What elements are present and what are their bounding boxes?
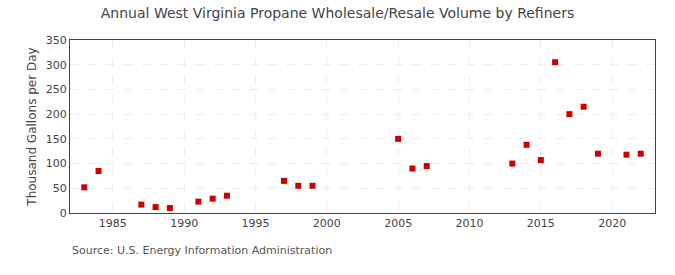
svg-text:2005: 2005 [384,217,412,230]
svg-text:2015: 2015 [527,217,555,230]
svg-text:2020: 2020 [598,217,626,230]
svg-text:350: 350 [46,34,67,47]
svg-text:Thousand Gallons per Day: Thousand Gallons per Day [25,47,39,206]
svg-text:200: 200 [46,108,67,121]
svg-text:150: 150 [46,133,67,146]
svg-text:2010: 2010 [456,217,484,230]
svg-text:100: 100 [46,157,67,170]
svg-text:Source: U.S. Energy Informatio: Source: U.S. Energy Information Administ… [72,244,332,257]
svg-text:2000: 2000 [313,217,341,230]
svg-text:1985: 1985 [99,217,127,230]
svg-text:Annual West Virginia Propane W: Annual West Virginia Propane Wholesale/R… [101,5,574,21]
svg-text:50: 50 [53,182,67,195]
svg-text:1990: 1990 [170,217,198,230]
svg-text:250: 250 [46,83,67,96]
svg-text:1995: 1995 [241,217,269,230]
svg-text:0: 0 [60,207,67,220]
svg-text:300: 300 [46,59,67,72]
